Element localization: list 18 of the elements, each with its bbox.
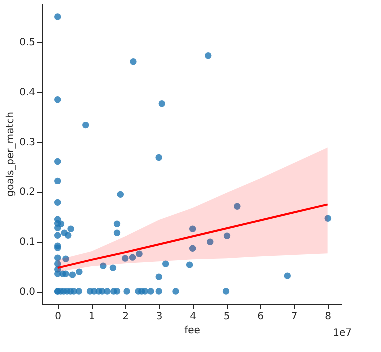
y-tick-label: 0.3 <box>20 137 36 148</box>
y-axis-title: goals_per_match <box>6 112 17 197</box>
y-tick-label: 0.1 <box>20 237 36 248</box>
x-tick-label: 1 <box>88 312 96 322</box>
text: 1e7 <box>333 328 352 339</box>
x-tick-label: 3 <box>156 312 163 322</box>
x-tick-label: 5 <box>224 312 230 322</box>
x-tick-label: 2 <box>122 312 130 322</box>
x-tick-label: 7 <box>291 312 298 322</box>
y-tick-label: 0.0 <box>20 287 36 298</box>
y-tick-label: 0.4 <box>20 87 36 98</box>
y-tick-label: 0.5 <box>20 37 36 48</box>
x-tick-label: 0 <box>55 312 62 322</box>
x-tick-label: 4 <box>190 312 197 322</box>
y-tick-label: 0.2 <box>20 187 36 198</box>
x-tick-label: 6 <box>258 312 264 322</box>
x-tick-label: 8 <box>325 312 332 322</box>
x-axis-title: fee <box>184 326 200 336</box>
